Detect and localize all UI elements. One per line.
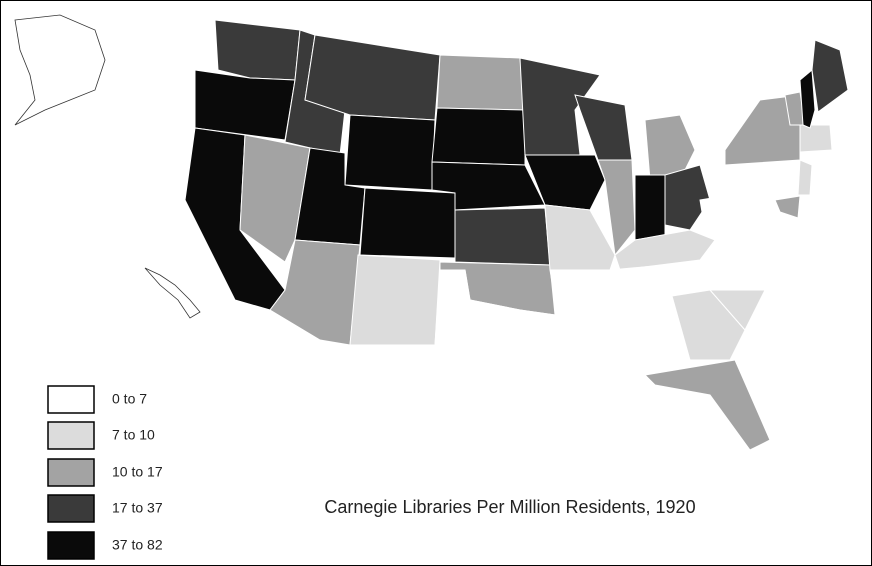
state xyxy=(811,39,849,113)
state xyxy=(597,159,636,257)
legend-label: 17 to 37 xyxy=(112,500,163,516)
state xyxy=(524,154,606,211)
state xyxy=(454,207,551,266)
legend-label: 7 to 10 xyxy=(112,427,155,443)
state xyxy=(634,295,686,376)
legend-swatch xyxy=(47,385,95,414)
state xyxy=(344,114,436,191)
state xyxy=(269,239,361,346)
state xyxy=(724,94,801,166)
state xyxy=(144,267,201,319)
state xyxy=(559,329,627,391)
state xyxy=(671,289,746,361)
state xyxy=(799,124,833,153)
state xyxy=(239,134,311,263)
state xyxy=(349,254,441,346)
state xyxy=(14,14,106,126)
legend-label: 37 to 82 xyxy=(112,537,163,553)
legend-swatch xyxy=(47,531,95,560)
legend-label: 10 to 17 xyxy=(112,464,163,480)
state xyxy=(599,297,636,376)
legend-swatch xyxy=(47,458,95,487)
state xyxy=(797,159,813,196)
state xyxy=(359,187,456,259)
state xyxy=(704,209,791,276)
state xyxy=(398,269,571,451)
legend-swatch xyxy=(47,494,95,523)
state xyxy=(644,114,696,181)
state xyxy=(604,261,731,301)
state xyxy=(544,204,616,271)
state xyxy=(634,174,666,241)
state xyxy=(704,254,791,291)
state xyxy=(774,195,801,219)
state xyxy=(664,164,711,231)
state xyxy=(643,359,771,451)
legend-label: 0 to 7 xyxy=(112,391,147,407)
state xyxy=(549,269,611,331)
state xyxy=(194,69,296,141)
map-title: Carnegie Libraries Per Million Residents… xyxy=(324,497,695,517)
legend-swatch xyxy=(47,421,95,450)
state xyxy=(799,68,816,129)
state xyxy=(214,19,301,81)
states xyxy=(14,14,849,451)
state xyxy=(431,107,526,166)
state xyxy=(519,57,601,156)
legend: 0 to 7 7 to 10 10 to 17 17 to 37 37 to 82 xyxy=(47,385,163,560)
state xyxy=(436,54,526,111)
